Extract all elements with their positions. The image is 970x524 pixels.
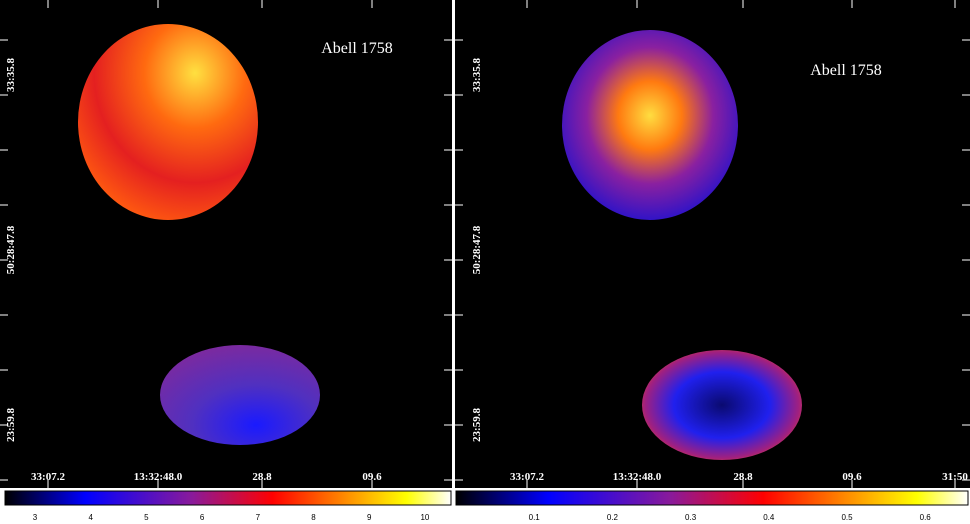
x-label: 13:32:48.0 — [134, 471, 183, 483]
colorbar-label: 4 — [88, 513, 93, 522]
colorbar — [455, 490, 969, 506]
colorbar-label: 3 — [33, 513, 38, 522]
colorbar-label: 0.1 — [529, 513, 541, 522]
y-label: 50:28:47.8 — [5, 225, 17, 274]
colorbar-label: 0.4 — [763, 513, 775, 522]
x-label: 31:50 — [942, 471, 968, 483]
colorbar — [4, 490, 452, 506]
x-label: 28.8 — [733, 471, 753, 483]
y-label: 50:28:47.8 — [471, 225, 483, 274]
x-label: 28.8 — [252, 471, 272, 483]
y-label: 23:59.8 — [471, 408, 483, 442]
colorbar-label: 5 — [144, 513, 149, 522]
y-label: 33:35.8 — [471, 58, 483, 92]
colorbar-label: 9 — [367, 513, 372, 522]
cluster-map — [78, 24, 258, 220]
x-label: 13:32:48.0 — [613, 471, 662, 483]
colorbar-label: 0.3 — [685, 513, 697, 522]
cluster-map — [562, 30, 738, 220]
colorbar-label: 6 — [200, 513, 205, 522]
x-label: 09.6 — [362, 471, 382, 483]
colorbar-label: 8 — [311, 513, 316, 522]
cluster-map — [642, 350, 802, 460]
colorbar-label: 10 — [420, 513, 429, 522]
x-label: 09.6 — [842, 471, 862, 483]
colorbar-label: 0.5 — [841, 513, 853, 522]
y-label: 33:35.8 — [5, 58, 17, 92]
panel-title: Abell 1758 — [321, 40, 393, 57]
colorbar-label: 7 — [256, 513, 261, 522]
x-label: 33:07.2 — [510, 471, 544, 483]
cluster-map — [160, 345, 320, 445]
colorbar-label: 0.2 — [607, 513, 619, 522]
colorbar-label: 0.6 — [920, 513, 932, 522]
x-label: 33:07.2 — [31, 471, 65, 483]
y-label: 23:59.8 — [5, 408, 17, 442]
panel-title: Abell 1758 — [810, 62, 882, 79]
